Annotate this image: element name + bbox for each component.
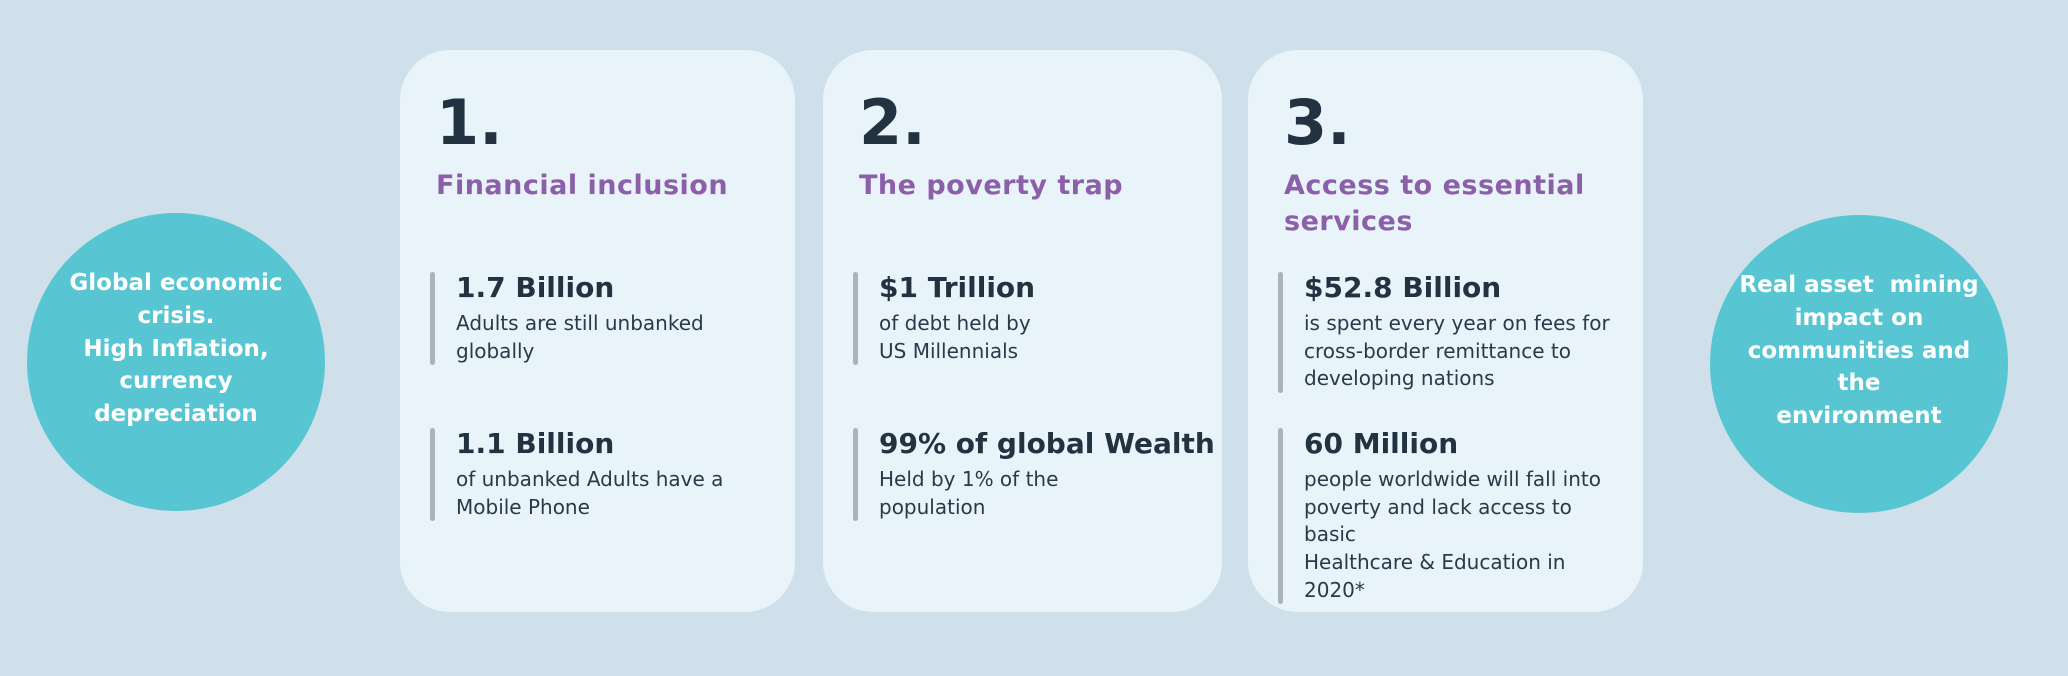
right-context-circle: Real asset mining impact on communities … bbox=[1710, 215, 2008, 513]
card-title: Financial inclusion bbox=[436, 170, 729, 201]
stat-body: 1.1 Billion of unbanked Adults have a Mo… bbox=[456, 427, 724, 521]
stat-accent-bar bbox=[1278, 428, 1283, 605]
stat-description: Held by 1% of the population bbox=[879, 467, 1059, 519]
stat-accent-bar bbox=[430, 272, 435, 366]
card-title: The poverty trap bbox=[859, 170, 1124, 201]
stat-body: $52.8 Billion is spent every year on fee… bbox=[1304, 271, 1610, 393]
stat-accent-bar bbox=[430, 428, 435, 522]
stat-body: 1.7 Billion Adults are still unbanked gl… bbox=[456, 271, 704, 365]
card-essential-services: 3. Access to essential services $52.8 Bi… bbox=[1248, 50, 1643, 612]
stat-accent-bar bbox=[853, 272, 858, 366]
card-number: 3. bbox=[1284, 86, 1351, 159]
card-financial-inclusion: 1. Financial inclusion 1.7 Billion Adult… bbox=[400, 50, 795, 612]
left-circle-text: Global economic crisis. High Inflation, … bbox=[69, 270, 283, 427]
stat-description: Adults are still unbanked globally bbox=[456, 311, 704, 363]
card-title: Access to essential services bbox=[1284, 170, 1585, 237]
left-context-circle: Global economic crisis. High Inflation, … bbox=[27, 213, 325, 511]
stat-value: 1.7 Billion bbox=[456, 271, 615, 304]
stat-block: 1.7 Billion Adults are still unbanked gl… bbox=[430, 271, 781, 366]
right-circle-text: Real asset mining impact on communities … bbox=[1739, 272, 1979, 429]
card-number: 2. bbox=[859, 86, 926, 159]
stat-value: 60 Million bbox=[1304, 427, 1459, 460]
stat-body: 60 Million people worldwide will fall in… bbox=[1304, 427, 1629, 604]
stat-block: 1.1 Billion of unbanked Adults have a Mo… bbox=[430, 427, 781, 522]
stat-block: 99% of global Wealth Held by 1% of the p… bbox=[853, 427, 1215, 522]
card-number: 1. bbox=[436, 86, 503, 159]
stat-value: $1 Trillion bbox=[879, 271, 1036, 304]
stat-description: is spent every year on fees for cross-bo… bbox=[1304, 311, 1610, 391]
card-poverty-trap: 2. The poverty trap $1 Trillion of debt … bbox=[823, 50, 1222, 612]
stat-block: 60 Million people worldwide will fall in… bbox=[1278, 427, 1629, 605]
stat-body: $1 Trillion of debt held by US Millennia… bbox=[879, 271, 1036, 365]
stat-body: 99% of global Wealth Held by 1% of the p… bbox=[879, 427, 1215, 521]
stat-accent-bar bbox=[853, 428, 858, 522]
stat-description: of unbanked Adults have a Mobile Phone bbox=[456, 467, 724, 519]
stat-value: 1.1 Billion bbox=[456, 427, 615, 460]
stat-block: $52.8 Billion is spent every year on fee… bbox=[1278, 271, 1629, 393]
stat-block: $1 Trillion of debt held by US Millennia… bbox=[853, 271, 1208, 366]
stat-description: people worldwide will fall into poverty … bbox=[1304, 467, 1601, 602]
stat-accent-bar bbox=[1278, 272, 1283, 393]
stat-value: $52.8 Billion bbox=[1304, 271, 1502, 304]
stat-description: of debt held by US Millennials bbox=[879, 311, 1031, 363]
stat-value: 99% of global Wealth bbox=[879, 427, 1215, 460]
